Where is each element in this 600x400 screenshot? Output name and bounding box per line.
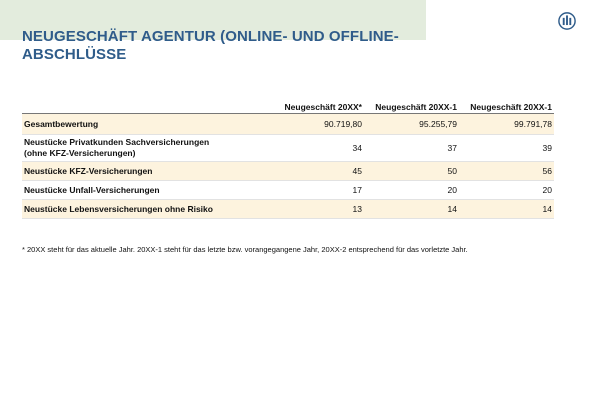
cell-value: 14 xyxy=(459,199,554,219)
cell-value: 17 xyxy=(234,180,364,200)
cell-value: 90.719,80 xyxy=(234,113,364,135)
table-row: Neustücke KFZ-Versicherungen 45 50 56 xyxy=(22,161,554,181)
cell-value: 39 xyxy=(459,134,554,162)
table-row: Gesamtbewertung 90.719,80 95.255,79 99.7… xyxy=(22,113,554,135)
page-title: NEUGESCHÄFT AGENTUR (ONLINE- UND OFFLINE… xyxy=(22,28,399,63)
row-label: Neustücke KFZ-Versicherungen xyxy=(22,161,234,181)
cell-value: 20 xyxy=(459,180,554,200)
header-band xyxy=(0,0,426,40)
row-label: Neustücke Privatkunden Sachversicherunge… xyxy=(22,134,234,162)
column-header-current-year: Neugeschäft 20XX* xyxy=(234,96,364,114)
new-business-table: Neugeschäft 20XX* Neugeschäft 20XX-1 Neu… xyxy=(22,96,554,219)
footnote: * 20XX steht für das aktuelle Jahr. 20XX… xyxy=(22,245,468,254)
column-header-label xyxy=(22,96,234,114)
column-header-previous-year: Neugeschäft 20XX-1 xyxy=(364,96,459,114)
cell-value: 13 xyxy=(234,199,364,219)
row-label: Gesamtbewertung xyxy=(22,113,234,135)
row-label: Neustücke Unfall-Versicherungen xyxy=(22,180,234,200)
column-header-previous-year-2: Neugeschäft 20XX-1 xyxy=(459,96,554,114)
cell-value: 45 xyxy=(234,161,364,181)
cell-value: 20 xyxy=(364,180,459,200)
cell-value: 56 xyxy=(459,161,554,181)
table-row: Neustücke Privatkunden Sachversicherunge… xyxy=(22,134,554,162)
cell-value: 50 xyxy=(364,161,459,181)
allianz-logo-icon xyxy=(558,12,576,30)
row-label: Neustücke Lebensversicherungen ohne Risi… xyxy=(22,199,234,219)
cell-value: 34 xyxy=(234,134,364,162)
cell-value: 95.255,79 xyxy=(364,113,459,135)
cell-value: 99.791,78 xyxy=(459,113,554,135)
cell-value: 37 xyxy=(364,134,459,162)
table-row: Neustücke Lebensversicherungen ohne Risi… xyxy=(22,199,554,219)
table-row: Neustücke Unfall-Versicherungen 17 20 20 xyxy=(22,180,554,200)
cell-value: 14 xyxy=(364,199,459,219)
table-header-row: Neugeschäft 20XX* Neugeschäft 20XX-1 Neu… xyxy=(22,96,554,114)
